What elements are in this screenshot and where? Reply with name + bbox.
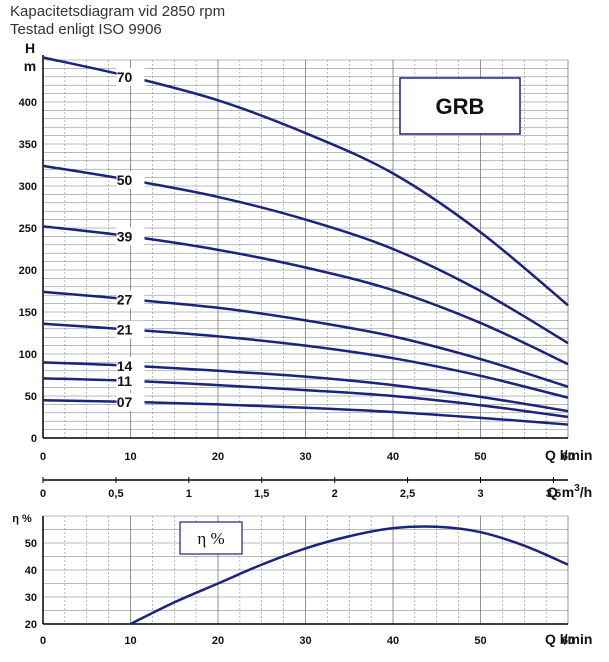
- secondary-tick-label: 0,5: [108, 488, 123, 500]
- y-axis-unit: m: [24, 58, 36, 74]
- y-tick-label: 300: [19, 181, 37, 193]
- series-label-14: 14: [117, 358, 133, 374]
- x-tick-label: 10: [124, 451, 136, 463]
- secondary-tick-label: 3: [477, 488, 483, 500]
- series-label-bg: [116, 67, 145, 86]
- model-label: GRB: [436, 94, 485, 119]
- efficiency-curve: [129, 525, 569, 626]
- eff-x-tick-label: 0: [40, 635, 46, 647]
- chart-subtitle: Testad enligt ISO 9906: [10, 21, 162, 38]
- series-label-50: 50: [117, 172, 133, 188]
- y-tick-label: 200: [19, 265, 37, 277]
- eff-x-axis-label: Q l/min: [545, 631, 592, 647]
- series-label-bg: [116, 171, 145, 190]
- series-label-39: 39: [117, 228, 133, 244]
- series-label-21: 21: [117, 322, 133, 338]
- series-label-bg: [116, 227, 145, 246]
- secondary-tick-label: 1,5: [254, 488, 269, 500]
- secondary-tick-label: 3,5: [546, 488, 561, 500]
- eff-y-tick-label: 40: [25, 565, 37, 577]
- eff-y-tick-label: 50: [25, 538, 37, 550]
- series-label-bg: [116, 356, 145, 375]
- secondary-tick-label: 1: [186, 488, 192, 500]
- series-label-bg: [116, 371, 145, 390]
- secondary-tick-label: 0: [40, 488, 46, 500]
- y-tick-label: 350: [19, 139, 37, 151]
- secondary-tick-label: 2,5: [400, 488, 415, 500]
- x-tick-label: 50: [474, 451, 486, 463]
- y-tick-label: 100: [19, 349, 37, 361]
- x-axis-label: Q l/min: [545, 447, 592, 463]
- series-label-07: 07: [117, 394, 133, 410]
- x-tick-label: 30: [299, 451, 311, 463]
- y-tick-label: 150: [19, 307, 37, 319]
- eff-y-tick-label: 20: [25, 619, 37, 631]
- secondary-axis-label: Q m3/h: [547, 483, 592, 500]
- eff-x-tick-label: 60: [562, 635, 574, 647]
- series-label-bg: [116, 290, 145, 309]
- model-box: [399, 77, 521, 135]
- chart-title: Kapacitetsdiagram vid 2850 rpm: [10, 3, 226, 20]
- x-tick-label: 20: [212, 451, 224, 463]
- y-tick-label: 50: [25, 391, 37, 403]
- y-tick-label: 0: [31, 433, 37, 445]
- y-tick-label: 400: [19, 97, 37, 109]
- eff-x-tick-label: 10: [124, 635, 136, 647]
- eff-legend-box: [179, 521, 243, 555]
- efficiency-line: [129, 525, 569, 626]
- x-tick-label: 40: [387, 451, 399, 463]
- series-label-bg: [116, 392, 145, 411]
- eff-y-tick-label: 30: [25, 592, 37, 604]
- eff-y-axis-label: η %: [12, 513, 32, 525]
- x-tick-label: 0: [40, 451, 46, 463]
- eff-x-tick-label: 40: [387, 635, 399, 647]
- eff-x-tick-label: 30: [299, 635, 311, 647]
- series-label-11: 11: [117, 373, 132, 389]
- efficiency-grid: [42, 515, 569, 625]
- secondary-tick-label: 2: [332, 488, 338, 500]
- series-label-27: 27: [117, 291, 133, 307]
- y-tick-label: 250: [19, 223, 37, 235]
- x-tick-label: 60: [562, 451, 574, 463]
- series-label-70: 70: [117, 69, 133, 85]
- series-label-bg: [116, 320, 145, 339]
- eff-x-tick-label: 20: [212, 635, 224, 647]
- y-axis-label: H: [25, 40, 35, 56]
- eff-legend-label: η %: [197, 529, 224, 548]
- eff-x-tick-label: 50: [474, 635, 486, 647]
